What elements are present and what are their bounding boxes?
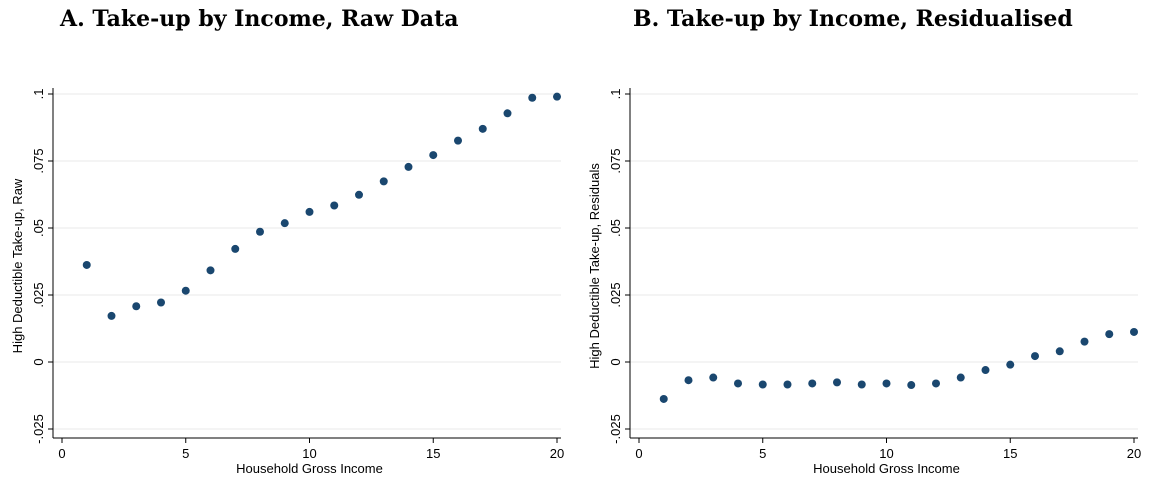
- x-tick-label: 20: [550, 446, 564, 461]
- data-point: [857, 380, 866, 389]
- data-point: [404, 162, 413, 171]
- data-point: [503, 109, 512, 118]
- y-tick-label: -.025: [31, 414, 46, 444]
- data-point: [305, 207, 314, 216]
- y-tick-label: .1: [608, 89, 623, 100]
- y-tick-label: .025: [608, 282, 623, 307]
- y-tick-label: -.025: [608, 414, 623, 444]
- x-axis-label: Household Gross Income: [236, 461, 383, 476]
- y-tick-label: .1: [31, 89, 46, 100]
- y-tick-label: .075: [608, 148, 623, 173]
- data-point: [1130, 327, 1138, 336]
- data-point: [1055, 347, 1064, 356]
- y-axis-label: High Deductible Take-up, Residuals: [587, 163, 602, 369]
- panel-a-chart: -.025 0 .025 .05 .075 .1 0 5 10 15 20 Household Gro…: [10, 88, 564, 476]
- x-tick-label: 0: [635, 446, 642, 461]
- panel-a-title: A. Take-up by Income, Raw Data: [60, 6, 459, 32]
- data-point: [932, 379, 940, 388]
- x-tick-label: 5: [759, 446, 766, 461]
- data-point: [107, 311, 116, 320]
- data-point: [206, 266, 215, 275]
- data-point: [659, 394, 668, 403]
- data-point: [157, 298, 165, 307]
- data-point: [808, 379, 817, 388]
- x-axis-label: Household Gross Income: [813, 461, 960, 476]
- data-point: [454, 136, 462, 145]
- panel-b-title: B. Take-up by Income, Residualised: [633, 6, 1073, 32]
- y-tick-label: .05: [31, 219, 46, 237]
- data-point: [907, 381, 916, 390]
- data-point: [981, 366, 990, 375]
- x-tick-label: 15: [426, 446, 440, 461]
- data-point: [1080, 337, 1089, 346]
- data-point: [528, 93, 537, 102]
- x-tick-label: 15: [1003, 446, 1017, 461]
- data-point: [355, 190, 363, 199]
- data-point: [1006, 360, 1015, 369]
- data-point: [553, 92, 561, 101]
- x-tick-label: 20: [1127, 446, 1141, 461]
- y-tick-label: 0: [608, 358, 623, 365]
- data-point: [231, 244, 240, 253]
- data-point: [758, 380, 767, 389]
- data-point: [280, 219, 289, 228]
- x-tick-label: 10: [302, 446, 316, 461]
- data-point: [783, 380, 792, 389]
- data-point: [478, 124, 487, 133]
- panel-b-chart: -.025 0 .025 .05 .075 .1 0 5 10 15 20 Household Gro…: [587, 88, 1141, 476]
- x-tick-label: 5: [182, 446, 189, 461]
- y-tick-label: .05: [608, 219, 623, 237]
- data-point: [82, 260, 91, 269]
- data-point: [429, 151, 438, 160]
- data-point: [1105, 330, 1114, 339]
- data-point: [956, 373, 965, 382]
- data-point: [684, 376, 693, 385]
- y-tick-label: .025: [31, 282, 46, 307]
- data-point: [734, 379, 742, 388]
- data-point: [181, 286, 190, 295]
- data-point: [132, 302, 141, 311]
- y-axis-label: High Deductible Take-up, Raw: [10, 178, 25, 353]
- data-point: [882, 379, 891, 388]
- data-point: [379, 177, 388, 186]
- data-point: [709, 373, 718, 382]
- data-point: [833, 378, 841, 387]
- data-point: [256, 227, 264, 236]
- data-point: [330, 201, 339, 210]
- y-tick-label: .075: [31, 148, 46, 173]
- x-tick-label: 0: [58, 446, 65, 461]
- y-tick-label: 0: [31, 358, 46, 365]
- x-tick-label: 10: [879, 446, 893, 461]
- data-point: [1031, 352, 1039, 361]
